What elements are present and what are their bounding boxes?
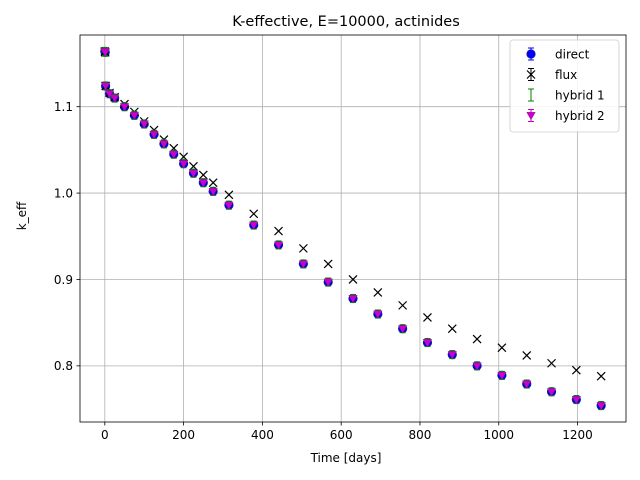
point-hybrid-2 bbox=[208, 187, 218, 197]
point-flux-stroke bbox=[208, 178, 218, 188]
legend-marker-direct bbox=[526, 49, 536, 59]
point-hybrid-2 bbox=[169, 150, 179, 159]
data-marks bbox=[100, 46, 606, 411]
point-hybrid-2 bbox=[129, 111, 140, 121]
point-flux bbox=[423, 313, 432, 322]
point-flux-stroke bbox=[348, 275, 358, 284]
point-flux-stroke bbox=[571, 365, 581, 375]
plot-frame bbox=[79, 34, 627, 423]
legend-box bbox=[509, 39, 620, 133]
point-hybrid-2 bbox=[447, 351, 457, 360]
legend-label: hybrid 2 bbox=[555, 109, 605, 123]
point-flux bbox=[224, 190, 234, 200]
point-hybrid-2 bbox=[100, 48, 110, 57]
point-flux bbox=[447, 324, 457, 334]
point-hybrid-2 bbox=[348, 295, 358, 304]
series-hybrid-2 bbox=[100, 47, 606, 411]
point-flux-stroke bbox=[249, 209, 259, 219]
point-flux-stroke bbox=[447, 324, 457, 334]
x-tick-label: 1200 bbox=[562, 428, 593, 442]
point-hybrid-2 bbox=[546, 388, 557, 397]
point-flux bbox=[497, 343, 507, 353]
legend-marker-flux bbox=[526, 70, 536, 79]
y-tick-label: 0.8 bbox=[54, 359, 73, 373]
y-tick-label: 0.9 bbox=[54, 273, 73, 287]
point-flux-stroke bbox=[596, 371, 606, 381]
point-hybrid-2 bbox=[100, 82, 111, 91]
legend-label: flux bbox=[555, 68, 577, 82]
x-tick-label: 400 bbox=[251, 428, 274, 442]
point-flux bbox=[472, 334, 482, 344]
point-hybrid-2 bbox=[110, 94, 120, 103]
point-flux-stroke bbox=[323, 259, 333, 269]
axis-ticks: 0 200 400 600 800 1000 1200 0.8 0.9 1.0 1.1 bbox=[54, 100, 593, 442]
y-axis-title: k_eff bbox=[15, 201, 29, 230]
point-hybrid-2 bbox=[298, 260, 309, 269]
point-flux-stroke bbox=[423, 313, 432, 322]
point-hybrid-2 bbox=[522, 380, 532, 389]
point-flux-stroke bbox=[497, 343, 507, 353]
point-hybrid-2 bbox=[373, 310, 383, 319]
legend-item-direct: direct bbox=[526, 47, 590, 61]
x-tick-label: 800 bbox=[409, 428, 432, 442]
y-tick-label: 1.1 bbox=[54, 100, 73, 114]
legend-label: direct bbox=[555, 47, 590, 61]
x-tick-label: 200 bbox=[172, 428, 195, 442]
point-flux bbox=[298, 243, 308, 253]
point-flux bbox=[398, 300, 408, 310]
legend-marker-flux-stroke bbox=[526, 70, 536, 79]
x-tick-label: 1000 bbox=[483, 428, 514, 442]
legend: direct flux hybrid 1 hybrid 2 bbox=[509, 39, 620, 133]
point-hybrid-2 bbox=[224, 201, 234, 210]
point-hybrid-2 bbox=[188, 169, 199, 178]
point-flux bbox=[208, 178, 218, 188]
point-flux-stroke bbox=[373, 287, 383, 297]
point-hybrid-2 bbox=[596, 402, 606, 411]
point-flux bbox=[571, 365, 581, 375]
point-flux bbox=[547, 358, 556, 368]
legend-label: hybrid 1 bbox=[555, 88, 605, 102]
point-flux bbox=[198, 170, 208, 180]
point-hybrid-2 bbox=[198, 179, 208, 188]
x-axis-title: Time [days] bbox=[310, 451, 382, 465]
legend-item-hybrid-2: hybrid 2 bbox=[526, 109, 605, 123]
point-hybrid-2 bbox=[497, 371, 507, 381]
point-flux-stroke bbox=[274, 226, 283, 236]
legend-item-hybrid-1: hybrid 1 bbox=[528, 88, 605, 102]
point-hybrid-2 bbox=[119, 103, 130, 112]
point-flux bbox=[249, 209, 259, 219]
point-flux-stroke bbox=[198, 170, 208, 180]
legend-marker-hybrid-2 bbox=[526, 112, 536, 121]
point-hybrid-2 bbox=[323, 278, 333, 287]
point-hybrid-2 bbox=[422, 339, 433, 348]
point-hybrid-2 bbox=[178, 160, 189, 169]
point-hybrid-2 bbox=[159, 140, 169, 149]
point-flux bbox=[522, 351, 532, 360]
point-flux bbox=[274, 226, 283, 236]
point-hybrid-2 bbox=[397, 325, 408, 334]
point-hybrid-2 bbox=[104, 90, 115, 99]
point-hybrid-2 bbox=[139, 120, 149, 129]
x-tick-label: 0 bbox=[101, 428, 109, 442]
point-flux-stroke bbox=[522, 351, 532, 360]
point-flux-stroke bbox=[547, 358, 556, 368]
legend-item-flux: flux bbox=[526, 68, 577, 82]
point-flux bbox=[348, 275, 358, 284]
point-flux bbox=[373, 287, 383, 297]
point-flux-stroke bbox=[298, 243, 308, 253]
point-flux-stroke bbox=[398, 300, 408, 310]
point-hybrid-2 bbox=[571, 396, 582, 405]
point-hybrid-2 bbox=[249, 221, 259, 230]
x-tick-label: 600 bbox=[330, 428, 353, 442]
point-hybrid-2 bbox=[472, 362, 482, 371]
point-flux-stroke bbox=[224, 190, 234, 200]
y-tick-label: 1.0 bbox=[54, 186, 73, 200]
point-flux bbox=[596, 371, 606, 381]
point-flux bbox=[323, 259, 333, 269]
chart-title: K-effective, E=10000, actinides bbox=[232, 14, 460, 30]
point-hybrid-2 bbox=[273, 241, 284, 250]
point-flux-stroke bbox=[472, 334, 482, 344]
point-hybrid-2 bbox=[149, 130, 159, 140]
